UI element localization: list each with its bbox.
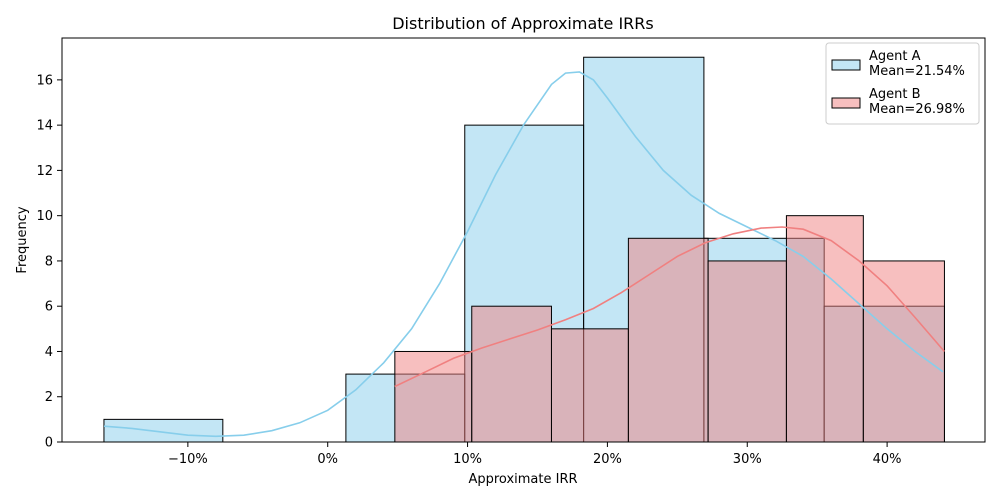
y-tick-label: 16 [36, 73, 53, 88]
x-tick-label: 30% [733, 452, 762, 467]
y-tick-label: 2 [45, 390, 53, 405]
legend-label-agent-b: Agent B [869, 87, 921, 102]
agent-b-bars [394, 215, 945, 443]
agent-b-bar-5 [785, 215, 864, 443]
legend-label-agent-a: Agent A [869, 49, 921, 64]
agent-b-bar-4 [707, 260, 787, 443]
y-tick-label: 12 [36, 164, 53, 179]
y-tick-label: 8 [45, 254, 53, 269]
legend: Agent A Mean=21.54% Agent B Mean=26.98% [825, 42, 980, 125]
y-tick-label: 14 [36, 119, 53, 134]
agent-b-bar-0 [394, 350, 473, 443]
x-tick-label: −10% [168, 452, 208, 467]
chart-title: Distribution of Approximate IRRs [392, 14, 654, 33]
kde-curves [103, 71, 946, 438]
legend-frame [825, 42, 980, 125]
agent-a-bar-0 [103, 418, 224, 443]
y-tick-label: 0 [45, 436, 53, 451]
legend-mean-agent-b: Mean=26.98% [869, 102, 965, 117]
y-axis-label: Frequency [15, 206, 30, 273]
x-axis-label: Approximate IRR [468, 472, 577, 487]
axes-frame [61, 37, 986, 443]
x-tick-label: 0% [317, 452, 338, 467]
legend-swatch-agent-b [831, 97, 861, 109]
x-tick-label: 20% [593, 452, 622, 467]
agent-a-kde-line [103, 71, 944, 438]
y-tick-label: 6 [45, 300, 53, 315]
x-tick-label: 40% [873, 452, 902, 467]
agent-b-bar-1 [471, 305, 552, 443]
legend-swatch-agent-a [831, 59, 861, 71]
agent-b-bar-6 [862, 260, 945, 443]
legend-mean-agent-a: Mean=21.54% [869, 64, 965, 79]
y-tick-label: 4 [45, 345, 53, 360]
x-tick-label: 10% [453, 452, 482, 467]
agent-b-bar-3 [627, 237, 709, 443]
y-tick-label: 10 [36, 209, 53, 224]
agent-b-bar-2 [550, 328, 629, 443]
agent-b-kde-line [394, 226, 946, 388]
ticks: −10% 0% 10% 20% 30% 40% 0 2 4 6 8 10 12 14 16 [36, 73, 901, 467]
axes [61, 37, 986, 443]
